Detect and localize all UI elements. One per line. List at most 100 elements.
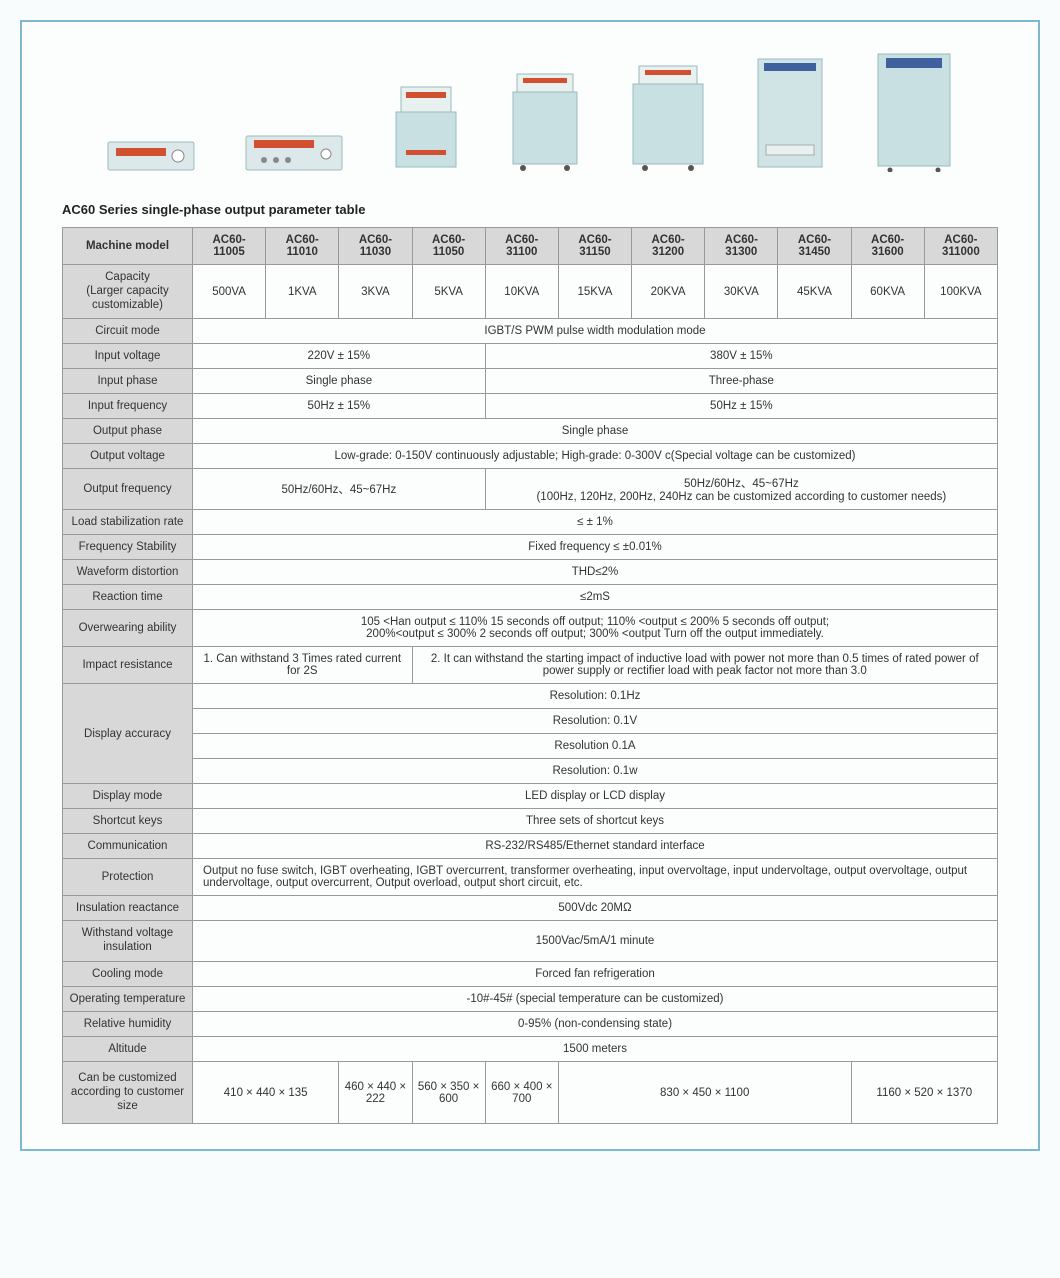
capacity-row: Capacity (Larger capacity customizable) …	[63, 265, 998, 319]
cap-2: 3KVA	[339, 265, 412, 319]
output-voltage-label: Output voltage	[63, 444, 193, 469]
freq-stab-label: Frequency Stability	[63, 535, 193, 560]
product-6	[754, 57, 826, 172]
cap-0: 500VA	[193, 265, 266, 319]
header-label: Machine model	[63, 228, 193, 265]
display-acc-0: Resolution: 0.1Hz	[193, 684, 998, 709]
display-acc-label: Display accuracy	[63, 684, 193, 784]
protection-label: Protection	[63, 859, 193, 896]
product-image-row	[62, 52, 998, 172]
input-voltage-2: 380V ± 15%	[485, 344, 997, 369]
waveform-value: THD≤2%	[193, 560, 998, 585]
dim-6: 1160 × 520 × 1370	[851, 1061, 997, 1123]
dim-4: 660 × 400 × 700	[485, 1061, 558, 1123]
humidity-value: 0-95% (non-condensing state)	[193, 1011, 998, 1036]
capacity-label: Capacity (Larger capacity customizable)	[63, 265, 193, 319]
dim-label: Can be customized according to customer …	[63, 1061, 193, 1123]
input-freq-label: Input frequency	[63, 394, 193, 419]
model-10: AC60-311000	[924, 228, 997, 265]
shortcut-label: Shortcut keys	[63, 809, 193, 834]
display-acc-2: Resolution 0.1A	[193, 734, 998, 759]
output-freq-2: 50Hz/60Hz、45~67Hz (100Hz, 120Hz, 200Hz, …	[485, 469, 997, 510]
output-freq-label: Output frequency	[63, 469, 193, 510]
input-freq-1: 50Hz ± 15%	[193, 394, 486, 419]
model-7: AC60-31300	[705, 228, 778, 265]
cap-5: 15KVA	[558, 265, 631, 319]
insulation-label: Insulation reactance	[63, 896, 193, 921]
cap-1: 1KVA	[266, 265, 339, 319]
spec-sheet-frame: AC60 Series single-phase output paramete…	[20, 20, 1040, 1151]
model-2: AC60-11030	[339, 228, 412, 265]
withstand-value: 1500Vac/5mA/1 minute	[193, 921, 998, 962]
reaction-value: ≤2mS	[193, 585, 998, 610]
input-voltage-1: 220V ± 15%	[193, 344, 486, 369]
product-5	[629, 64, 707, 172]
circuit-mode-label: Circuit mode	[63, 319, 193, 344]
display-acc-1: Resolution: 0.1V	[193, 709, 998, 734]
cap-10: 100KVA	[924, 265, 997, 319]
impact-label: Impact resistance	[63, 647, 193, 684]
cooling-value: Forced fan refrigeration	[193, 961, 998, 986]
product-7	[874, 52, 954, 172]
load-stab-label: Load stabilization rate	[63, 510, 193, 535]
table-title: AC60 Series single-phase output paramete…	[62, 202, 998, 217]
shortcut-value: Three sets of shortcut keys	[193, 809, 998, 834]
product-2	[244, 130, 344, 172]
overwearing-label: Overwearing ability	[63, 610, 193, 647]
cap-3: 5KVA	[412, 265, 485, 319]
cap-6: 20KVA	[632, 265, 705, 319]
header-row: Machine model AC60-11005 AC60-11010 AC60…	[63, 228, 998, 265]
output-voltage-value: Low-grade: 0-150V continuously adjustabl…	[193, 444, 998, 469]
dim-2: 460 × 440 × 222	[339, 1061, 412, 1123]
model-0: AC60-11005	[193, 228, 266, 265]
dim-3: 560 × 350 × 600	[412, 1061, 485, 1123]
display-mode-value: LED display or LCD display	[193, 784, 998, 809]
model-8: AC60-31450	[778, 228, 851, 265]
input-voltage-label: Input voltage	[63, 344, 193, 369]
model-3: AC60-11050	[412, 228, 485, 265]
insulation-value: 500Vdc 20MΩ	[193, 896, 998, 921]
overwearing-value: 105 <Han output ≤ 110% 15 seconds off ou…	[193, 610, 998, 647]
cap-4: 10KVA	[485, 265, 558, 319]
output-phase-label: Output phase	[63, 419, 193, 444]
product-4	[509, 72, 581, 172]
model-6: AC60-31200	[632, 228, 705, 265]
model-1: AC60-11010	[266, 228, 339, 265]
model-9: AC60-31600	[851, 228, 924, 265]
withstand-label: Withstand voltage insulation	[63, 921, 193, 962]
input-phase-label: Input phase	[63, 369, 193, 394]
display-mode-label: Display mode	[63, 784, 193, 809]
output-freq-1: 50Hz/60Hz、45~67Hz	[193, 469, 486, 510]
product-1	[106, 134, 196, 172]
cap-9: 60KVA	[851, 265, 924, 319]
reaction-label: Reaction time	[63, 585, 193, 610]
model-4: AC60-31100	[485, 228, 558, 265]
optemp-value: -10#-45# (special temperature can be cus…	[193, 986, 998, 1011]
input-phase-1: Single phase	[193, 369, 486, 394]
cap-8: 45KVA	[778, 265, 851, 319]
protection-value: Output no fuse switch, IGBT overheating,…	[193, 859, 998, 896]
spec-table: Machine model AC60-11005 AC60-11010 AC60…	[62, 227, 998, 1124]
input-phase-2: Three-phase	[485, 369, 997, 394]
impact-2: 2. It can withstand the starting impact …	[412, 647, 997, 684]
waveform-label: Waveform distortion	[63, 560, 193, 585]
product-3	[391, 82, 461, 172]
comm-label: Communication	[63, 834, 193, 859]
output-phase-value: Single phase	[193, 419, 998, 444]
load-stab-value: ≤ ± 1%	[193, 510, 998, 535]
cap-7: 30KVA	[705, 265, 778, 319]
freq-stab-value: Fixed frequency ≤ ±0.01%	[193, 535, 998, 560]
altitude-label: Altitude	[63, 1036, 193, 1061]
dim-5: 830 × 450 × 1100	[558, 1061, 851, 1123]
dim-1: 410 × 440 × 135	[193, 1061, 339, 1123]
cooling-label: Cooling mode	[63, 961, 193, 986]
optemp-label: Operating temperature	[63, 986, 193, 1011]
altitude-value: 1500 meters	[193, 1036, 998, 1061]
display-acc-3: Resolution: 0.1w	[193, 759, 998, 784]
impact-1: 1. Can withstand 3 Times rated current f…	[193, 647, 413, 684]
circuit-mode-value: IGBT/S PWM pulse width modulation mode	[193, 319, 998, 344]
input-freq-2: 50Hz ± 15%	[485, 394, 997, 419]
humidity-label: Relative humidity	[63, 1011, 193, 1036]
model-5: AC60-31150	[558, 228, 631, 265]
comm-value: RS-232/RS485/Ethernet standard interface	[193, 834, 998, 859]
